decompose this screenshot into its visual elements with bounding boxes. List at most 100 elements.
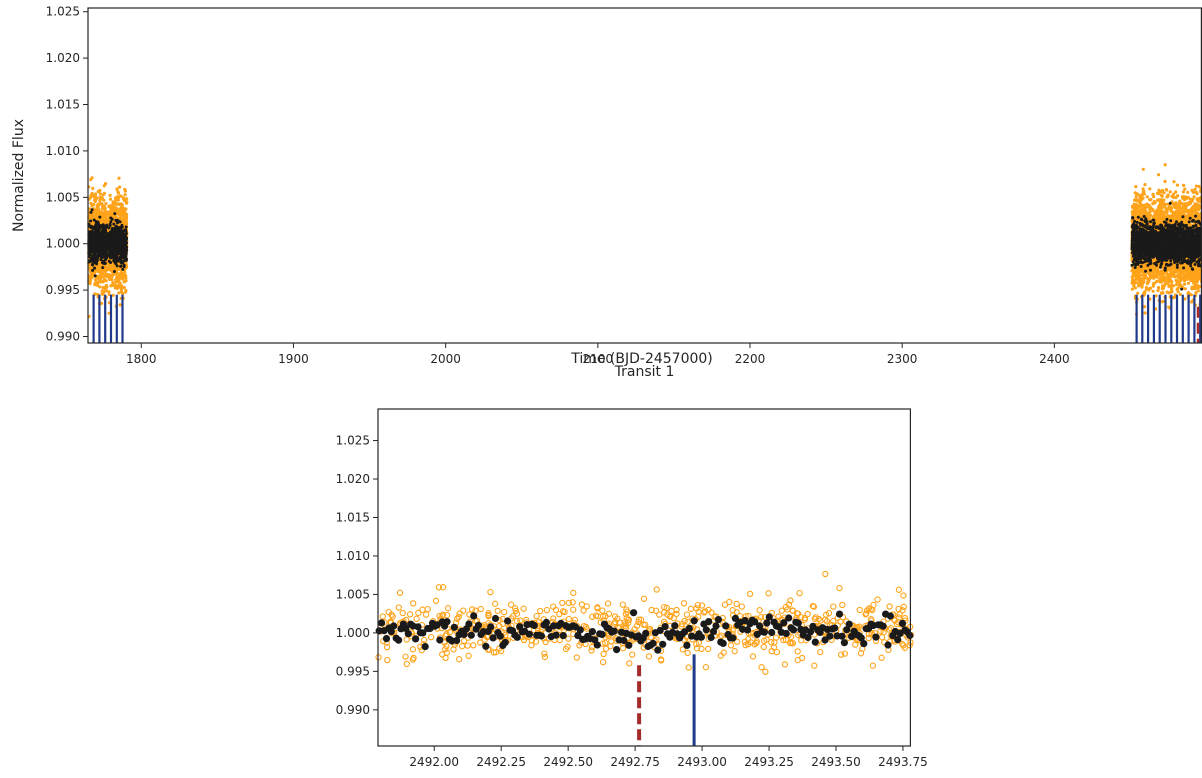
raw-flux-point [117,291,121,295]
raw-flux-point [102,198,106,202]
raw-flux-point [95,269,99,273]
raw-flux-point [1143,183,1147,187]
raw-flux-point [104,218,108,222]
raw-flux-point [96,211,100,215]
raw-flux-point [1152,281,1157,285]
raw-flux-point [1137,278,1141,282]
raw-flux-point [99,279,103,283]
raw-flux-point [118,303,122,307]
raw-flux-point [119,215,123,219]
raw-flux-point [101,292,105,296]
raw-flux-point [89,271,93,275]
raw-flux-point [1157,211,1161,215]
raw-flux-point [1134,205,1138,209]
raw-flux-point [1167,305,1171,309]
raw-flux-point [1144,276,1148,280]
raw-flux-point [115,187,119,191]
raw-flux-point [1197,184,1201,189]
raw-flux-point [107,290,111,294]
raw-flux-point [1143,311,1147,315]
raw-flux-point [113,265,117,269]
raw-flux-point [1140,285,1144,289]
raw-flux-point [1151,275,1156,279]
raw-flux-point [1137,208,1141,212]
raw-flux-point [119,286,123,290]
raw-flux-point [98,188,102,193]
raw-flux-point [90,191,94,195]
raw-flux-point [1144,287,1149,291]
raw-flux-point [124,279,128,283]
raw-flux-point [1145,195,1149,199]
raw-flux-point [1164,210,1168,214]
raw-flux-point [90,176,94,180]
raw-flux-points [87,163,1202,318]
full-lightcurve-panel: 1800 1900 2000 2100 2200 2300 2400 0.9900.9951… [11,5,1202,367]
raw-flux-point [104,202,108,206]
raw-flux-point [1143,265,1147,269]
raw-flux-point [93,282,97,286]
raw-flux-point [1161,211,1165,215]
raw-flux-point [1146,203,1150,207]
raw-flux-point [1163,163,1167,167]
raw-flux-point [1164,188,1168,192]
raw-flux-point [123,217,127,221]
raw-flux-point [100,301,104,305]
raw-flux-point [1157,286,1161,290]
raw-flux-point [123,189,127,193]
raw-flux-point [1146,279,1150,284]
raw-flux-point [95,283,99,287]
raw-flux-point [1160,270,1164,274]
raw-flux-point [1135,199,1139,203]
raw-flux-point [107,273,111,277]
raw-flux-point [121,277,125,281]
raw-flux-point [1141,272,1145,277]
raw-flux-point [108,197,113,201]
raw-flux-point [1170,287,1174,291]
raw-flux-point [1166,281,1170,286]
raw-flux-point [1141,192,1145,196]
raw-flux-point [121,272,125,276]
raw-flux-point [114,198,118,202]
raw-flux-point [1156,288,1160,293]
raw-flux-point [1157,206,1162,210]
raw-flux-point [1152,268,1156,273]
raw-flux-point [124,276,128,280]
raw-flux-point [107,213,111,217]
raw-flux-point [120,290,124,294]
raw-flux-point [1161,286,1165,290]
raw-flux-point [113,286,117,290]
raw-flux-point [100,289,104,293]
raw-flux-point [1133,286,1137,290]
raw-flux-point [1141,277,1145,281]
raw-flux-point [96,217,100,221]
raw-flux-point [98,202,102,206]
raw-flux-point [95,203,100,207]
raw-flux-point [99,271,103,275]
raw-flux-point [1156,271,1160,275]
raw-flux-point [1131,212,1135,217]
raw-flux-point [108,193,112,197]
raw-flux-point [1151,209,1155,213]
raw-flux-point [1148,187,1152,191]
raw-flux-point [116,285,120,289]
raw-flux-point [1164,277,1168,281]
raw-flux-point [123,207,127,211]
raw-flux-point [1131,278,1135,282]
raw-flux-point [111,200,115,204]
raw-flux-point [1158,215,1162,219]
raw-flux-point [1146,211,1150,215]
raw-flux-point [1175,183,1179,187]
raw-flux-point [1152,258,1156,263]
raw-flux-point [1136,281,1140,285]
raw-flux-point [94,195,98,199]
raw-flux-point [1159,193,1163,197]
raw-flux-point [93,211,97,215]
raw-flux-point [1134,185,1138,189]
raw-flux-point [1147,287,1151,291]
raw-flux-point [104,268,108,272]
raw-flux-point [88,196,92,200]
raw-flux-point [98,196,102,200]
raw-flux-point [1147,272,1152,276]
raw-flux-point [110,278,114,282]
raw-flux-point [101,273,105,278]
